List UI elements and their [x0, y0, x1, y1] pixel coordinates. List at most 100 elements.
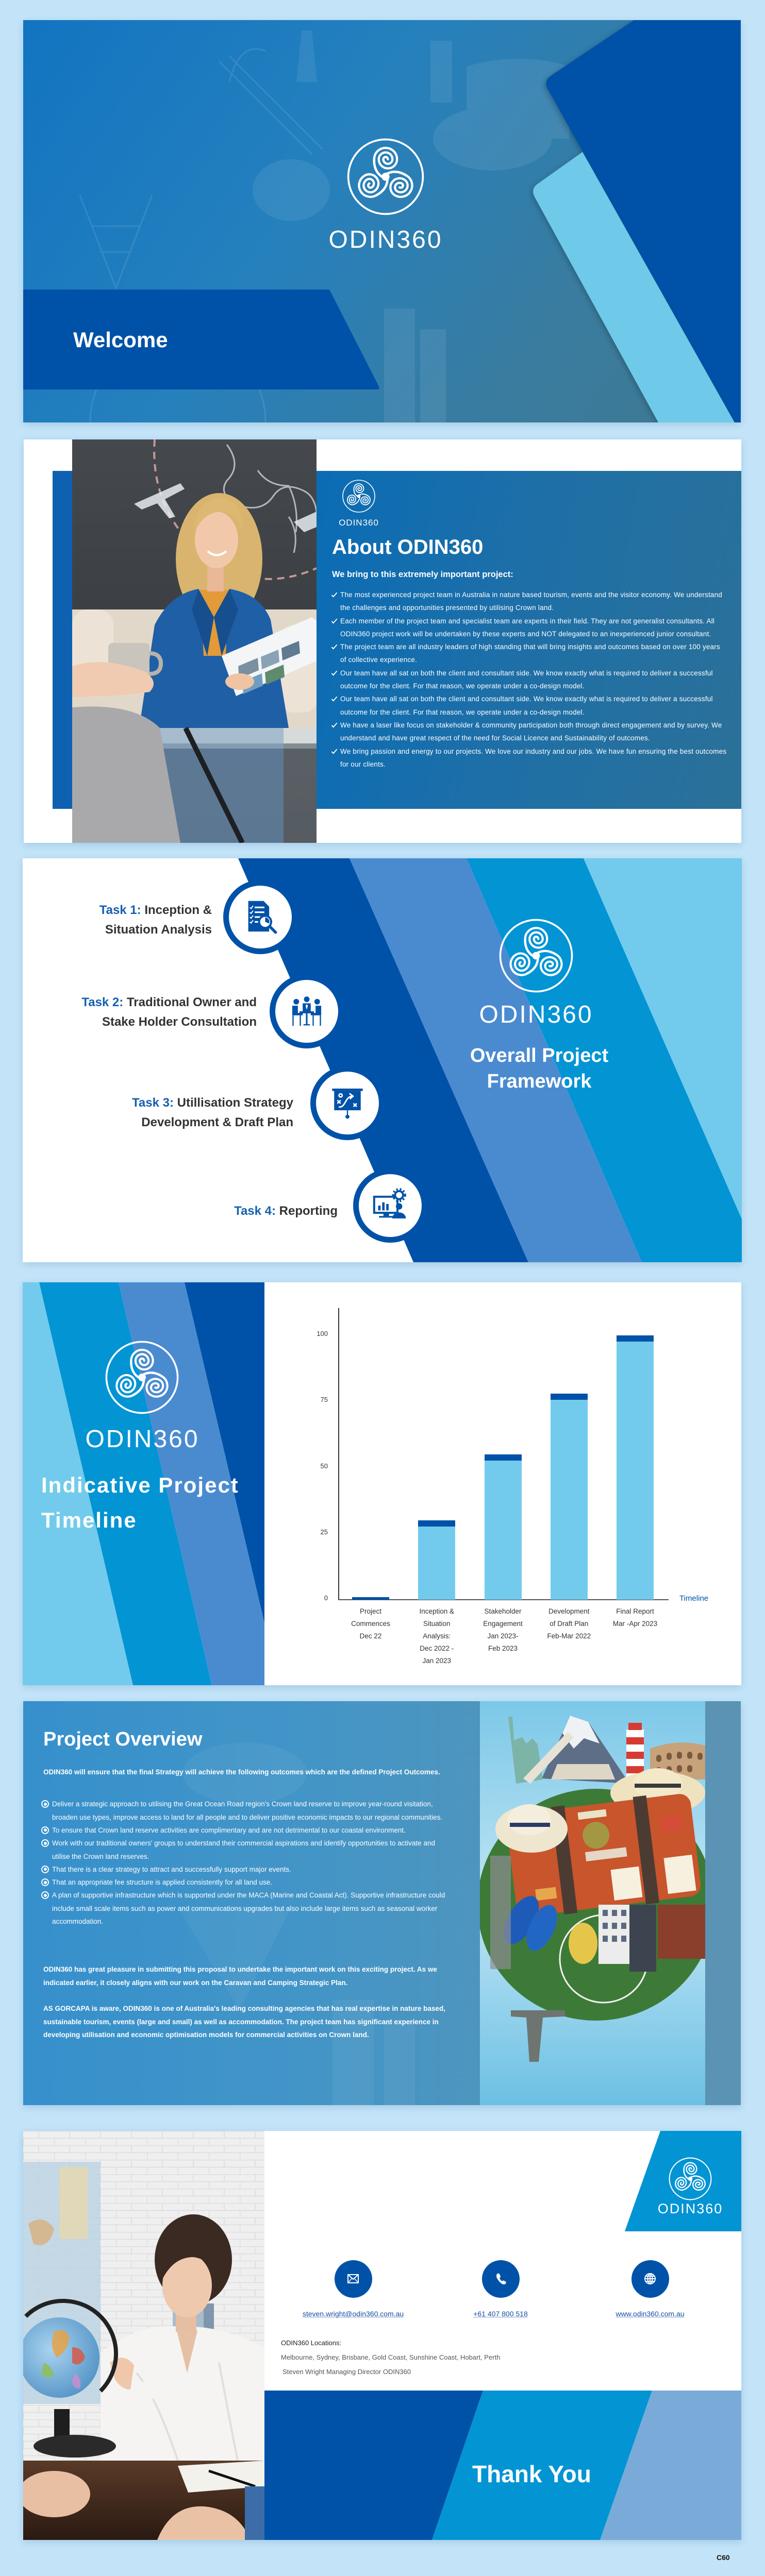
label-line: Final Report: [616, 1607, 654, 1615]
website-link[interactable]: www.odin360.com.au: [616, 2310, 685, 2318]
label-line: Commences: [351, 1620, 390, 1628]
label-line: Development: [548, 1607, 590, 1615]
bullet-text: That there is a clear strategy to attrac…: [52, 1865, 291, 1873]
x-category-label: Stakeholder Engagement Jan 2023- Feb 202…: [467, 1605, 539, 1655]
website-icon-button[interactable]: [631, 2260, 669, 2298]
x-category-label: Development of Draft Plan Feb-Mar 2022: [533, 1605, 605, 1642]
bullet-text: Deliver a strategic approach to utilisin…: [52, 1800, 443, 1821]
outcomes-list: Deliver a strategic approach to utilisin…: [41, 1798, 451, 1928]
thank-you-title: Thank You: [472, 2461, 591, 2487]
signature: Steven Wright Managing Director ODIN360: [282, 2368, 411, 2376]
label-line: Mar -Apr 2023: [612, 1620, 658, 1628]
list-item: Work with our traditional owners' groups…: [41, 1837, 451, 1863]
phone-link[interactable]: +61 407 800 518: [473, 2310, 528, 2318]
overview-intro: ODIN360 will ensure that the final Strat…: [43, 1768, 440, 1776]
chart-bar: [617, 1335, 654, 1600]
label-line: Engagement: [483, 1620, 523, 1628]
checkmark-icon: [331, 618, 338, 624]
x-axis: [338, 1599, 669, 1600]
label-line: Dec 22: [359, 1632, 382, 1640]
list-item: We have a laser like focus on stakeholde…: [331, 719, 727, 745]
y-axis: [338, 1308, 339, 1600]
list-item: That there is a clear strategy to attrac…: [41, 1863, 451, 1876]
thank-you-slide: ODIN360 steven.wright@odin360.com.au +61…: [23, 2131, 741, 2540]
label-line: Feb-Mar 2022: [547, 1632, 591, 1640]
task-2-icon-circle: [270, 974, 344, 1048]
bullet-text: We bring passion and energy to our proje…: [340, 747, 727, 768]
list-item: To ensure that Crown land reserve activi…: [41, 1824, 451, 1837]
y-tick-label: 50: [320, 1462, 328, 1470]
radio-bullet-icon: [41, 1839, 49, 1848]
label-line: Situation: [423, 1620, 451, 1628]
email-link[interactable]: steven.wright@odin360.com.au: [302, 2310, 404, 2318]
timeline-slide: ODIN360 Indicative Project Timeline 0 25…: [23, 1282, 741, 1685]
task-title-line: Inception &: [144, 903, 212, 917]
task-1-icon-circle: [223, 880, 297, 954]
task-title-line: Stake Holder Consultation: [102, 1015, 257, 1029]
photo-consultant-with-globe: [23, 2131, 264, 2540]
bar-fill: [418, 1527, 456, 1600]
odin360-logo-icon: [498, 918, 574, 994]
brand-wordmark: ODIN360: [479, 1001, 593, 1028]
bullet-text: That an appropriate fee structure is app…: [52, 1878, 272, 1887]
framework-title-line: Framework: [487, 1071, 592, 1092]
task-4-icon-circle: [353, 1168, 427, 1243]
bullet-text: To ensure that Crown land reserve activi…: [52, 1826, 406, 1834]
timeline-title-line: Indicative Project: [41, 1473, 239, 1497]
framework-slide: Task 1: Inception & Situation Analysis T…: [23, 858, 742, 1262]
brand-wordmark: ODIN360: [328, 226, 443, 253]
travel-collage-background: [79, 30, 570, 422]
strategy-board-icon: [332, 1088, 363, 1119]
task-1-label: Task 1: Inception & Situation Analysis: [99, 901, 212, 940]
radio-bullet-icon: [41, 1891, 49, 1900]
task-title-line: Situation Analysis: [105, 923, 212, 937]
photo-consultant-with-brochure: [72, 439, 317, 843]
chart-bar: [352, 1597, 389, 1600]
bar-cap: [484, 1454, 522, 1461]
chart-bar: [484, 1454, 522, 1600]
label-line: Project: [359, 1607, 382, 1615]
thank-you-band: [264, 2391, 741, 2540]
photo-travel-collage: [480, 1701, 705, 2105]
email-icon-button[interactable]: [334, 2260, 372, 2298]
phone-icon: [496, 2273, 506, 2284]
odin360-logo-icon: [668, 2157, 712, 2201]
right-accent-strip: [705, 1701, 741, 2105]
phone-icon-button[interactable]: [481, 2260, 520, 2298]
label-line: Feb 2023: [488, 1645, 518, 1652]
label-line: Analysis:: [423, 1632, 451, 1640]
framework-title: Overall Project Framework: [436, 1043, 642, 1094]
radio-bullet-icon: [41, 1800, 49, 1808]
about-title: About ODIN360: [332, 536, 484, 558]
task-number: Task 4:: [234, 1204, 276, 1218]
checkmark-icon: [331, 722, 338, 728]
radio-bullet-icon: [41, 1878, 49, 1887]
label-line: Inception &: [419, 1607, 455, 1615]
task-3-label: Task 3: Utillisation Strategy Developmen…: [132, 1093, 293, 1132]
list-item: The project team are all industry leader…: [331, 640, 727, 667]
odin360-logo-icon: [342, 479, 376, 513]
bullet-text: We have a laser like focus on stakeholde…: [340, 721, 722, 742]
label-line: Stakeholder: [484, 1607, 522, 1615]
document-analysis-icon: [248, 901, 277, 934]
brand-wordmark: ODIN360: [339, 518, 379, 528]
decorative-diagonal-shapes: [533, 20, 741, 422]
task-title-line: Utillisation Strategy: [177, 1096, 293, 1110]
x-category-label: Final Report Mar -Apr 2023: [599, 1605, 671, 1630]
bar-fill: [617, 1342, 654, 1600]
list-item: A plan of supportive infrastructure whic…: [41, 1889, 451, 1928]
framework-title-line: Overall Project: [470, 1045, 609, 1066]
checkmark-icon: [331, 670, 338, 676]
brand-wordmark: ODIN360: [657, 2201, 723, 2216]
task-number: Task 1:: [99, 903, 141, 917]
about-slide: ODIN360 About ODIN360 We bring to this e…: [24, 439, 741, 843]
label-line: Dec 2022 -: [420, 1645, 454, 1652]
y-tick-label: 25: [320, 1528, 328, 1536]
checkmark-icon: [331, 644, 338, 650]
chart-bar: [418, 1520, 456, 1600]
x-axis-title: Timeline: [679, 1594, 709, 1603]
bullet-text: Each member of the project team and spec…: [340, 617, 715, 638]
list-item: Each member of the project team and spec…: [331, 615, 727, 641]
bar-cap: [418, 1520, 456, 1527]
label-line: Jan 2023: [422, 1657, 452, 1665]
